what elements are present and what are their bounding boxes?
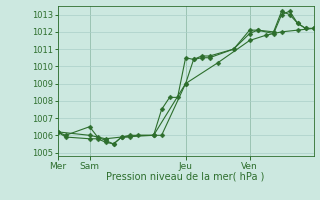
X-axis label: Pression niveau de la mer( hPa ): Pression niveau de la mer( hPa ) bbox=[107, 172, 265, 182]
